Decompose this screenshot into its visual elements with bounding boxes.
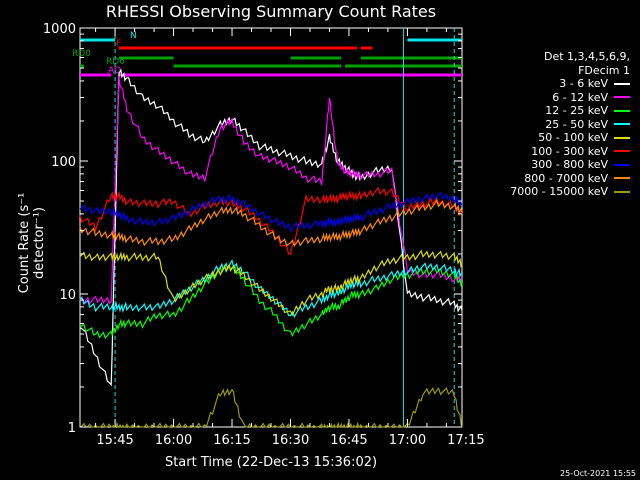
legend-entry: 7000 - 15000 keV — [510, 185, 630, 199]
series-line — [79, 186, 463, 256]
chart-frame — [79, 27, 463, 428]
render-timestamp: 25-Oct-2021 15:55 — [560, 469, 636, 478]
legend-swatch — [614, 82, 630, 85]
y-tick-label: 10 — [59, 288, 76, 303]
x-axis-title: Start Time (22-Dec-13 15:36:02) — [164, 455, 378, 470]
legend-entry: 100 - 300 keV — [510, 145, 630, 159]
y-axis-title: Count Rate (s⁻¹ detector⁻¹) — [17, 192, 47, 294]
x-tick-label: 17:15 — [447, 433, 484, 448]
legend-entry: 6 - 12 keV — [510, 91, 630, 105]
y-tick-label: 1 — [68, 421, 76, 436]
flag-label: AO — [108, 66, 121, 76]
x-tick-label: 16:30 — [272, 433, 309, 448]
x-tick-label: 16:00 — [155, 433, 192, 448]
series-line — [79, 249, 463, 317]
y-tick-label: 100 — [51, 155, 76, 170]
legend-label: 50 - 100 keV — [538, 131, 608, 144]
legend-entry: 12 - 25 keV — [510, 104, 630, 118]
data-series — [79, 68, 463, 428]
flag-label: F — [116, 39, 121, 49]
legend-swatch — [614, 163, 630, 166]
legend-swatch — [614, 136, 630, 139]
legend-entry: 300 - 800 keV — [510, 158, 630, 172]
legend-entry: 800 - 7000 keV — [510, 172, 630, 186]
legend-swatch — [614, 150, 630, 153]
legend-swatch — [614, 123, 630, 126]
series-line — [79, 259, 463, 319]
series-line — [79, 191, 463, 233]
x-tick-label: 16:45 — [330, 433, 367, 448]
legend-swatch — [614, 96, 630, 99]
series-line — [79, 68, 463, 387]
legend-swatch — [614, 177, 630, 180]
axis-ticks: 1 10 100 1000 15:45 16:00 16:15 16:30 16:45 17:00… — [43, 22, 485, 448]
y-tick-label: 1000 — [43, 22, 76, 37]
legend-entry: 3 - 6 keV — [510, 77, 630, 91]
series-line — [79, 76, 463, 305]
legend-label: 6 - 12 keV — [552, 90, 608, 104]
plot-frame — [79, 27, 463, 428]
x-tick-label: 17:00 — [389, 433, 426, 448]
legend-label: 800 - 7000 keV — [524, 171, 608, 185]
legend-entry: 25 - 50 keV — [510, 118, 630, 132]
legend-label: 100 - 300 keV — [531, 144, 608, 158]
legend-label: 12 - 25 keV — [545, 104, 608, 117]
legend-swatch — [614, 190, 630, 193]
legend-swatch — [614, 109, 630, 112]
legend-header-fdecim: FDecim 1 — [578, 63, 630, 77]
legend-entry: 50 - 100 keV — [510, 131, 630, 145]
legend-label: 3 - 6 keV — [559, 77, 608, 90]
legend-label: 7000 - 15000 keV — [510, 185, 608, 198]
flag-label: RD0 — [72, 49, 91, 59]
legend-header-detectors: Det 1,3,4,5,6,9, — [543, 50, 630, 63]
legend-label: 300 - 800 keV — [531, 158, 608, 171]
flag-label: N — [130, 31, 137, 41]
legend-label: 25 - 50 keV — [545, 117, 608, 131]
x-tick-label: 16:15 — [213, 433, 250, 448]
x-tick-label: 15:45 — [96, 433, 133, 448]
series-line — [79, 386, 463, 428]
chart-title: RHESSI Observing Summary Count Rates — [105, 2, 437, 21]
series-line — [79, 199, 463, 247]
legend: Det 1,3,4,5,6,9, FDecim 1 3 - 6 keV 6 - 1… — [510, 50, 630, 199]
flag-label: RD6 — [106, 57, 125, 67]
